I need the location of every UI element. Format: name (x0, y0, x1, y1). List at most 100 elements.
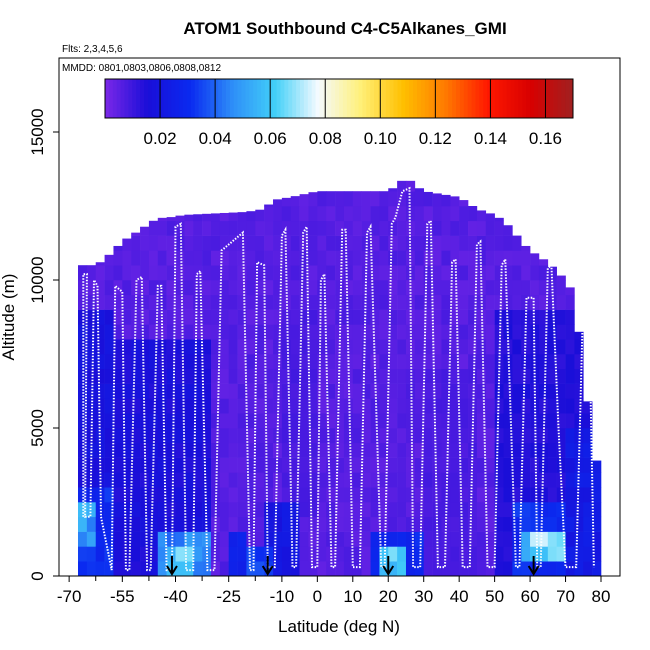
heatmap-cell (565, 442, 575, 458)
heatmap-cell (193, 487, 203, 503)
heatmap-cell (299, 531, 309, 547)
colorbar-segment (498, 79, 504, 118)
heatmap-cell (343, 324, 354, 340)
heatmap-cell (228, 428, 238, 444)
heatmap-cell (122, 561, 132, 576)
heatmap-cell (459, 324, 469, 340)
heatmap-cell (468, 354, 478, 370)
heatmap-cell (423, 413, 433, 429)
heatmap-cell (175, 531, 185, 547)
heatmap-cell (308, 487, 318, 503)
heatmap-cell (317, 354, 327, 370)
colorbar-segment (506, 79, 511, 118)
heatmap-cell (184, 546, 194, 562)
heatmap-cell (255, 383, 265, 399)
heatmap-cell (441, 194, 451, 207)
heatmap-cell (468, 294, 478, 310)
heatmap-cell (104, 294, 114, 310)
heatmap-cell (468, 309, 478, 325)
heatmap-cell (290, 561, 300, 576)
heatmap-cell (423, 516, 433, 532)
heatmap-cell (246, 235, 256, 251)
heatmap-cell (202, 516, 212, 532)
heatmap-cell (246, 428, 256, 444)
heatmap-cell (326, 206, 336, 222)
heatmap-cell (228, 324, 238, 340)
heatmap-cell (193, 220, 203, 236)
heatmap-cell (423, 472, 433, 488)
heatmap-cell (335, 235, 345, 251)
heatmap-cell (379, 250, 389, 266)
colorbar-segment (397, 79, 402, 118)
heatmap-cell (299, 309, 309, 325)
heatmap-cell (122, 413, 132, 429)
colorbar-segment (233, 79, 238, 118)
heatmap-cell (210, 220, 221, 236)
heatmap-cell (379, 428, 389, 444)
heatmap-cell (459, 457, 469, 473)
heatmap-cell (281, 502, 292, 518)
heatmap-cell (140, 368, 150, 384)
heatmap-cell (459, 235, 469, 251)
heatmap-cell (405, 546, 416, 562)
heatmap-cell (343, 531, 354, 547)
heatmap-cell (219, 220, 229, 236)
heatmap-cell (547, 309, 557, 325)
colorbar-segment (307, 79, 313, 118)
heatmap-cell (228, 502, 238, 518)
heatmap-cell (140, 531, 150, 547)
heatmap-cell (78, 383, 88, 399)
heatmap-cell (255, 309, 265, 325)
heatmap-cell (86, 339, 97, 355)
heatmap-cell (547, 368, 557, 384)
heatmap-cell (397, 339, 407, 355)
heatmap-cell (175, 502, 185, 518)
heatmap-cell (299, 472, 309, 488)
heatmap-cell (388, 457, 398, 473)
heatmap-cell (503, 280, 513, 296)
heatmap-cell (592, 472, 602, 488)
heatmap-cell (565, 398, 575, 414)
x-axis: -70 -55 -40 -25 -10 0 10 20 30 40 50 60 70 80 (57, 576, 610, 606)
heatmap-cell (140, 516, 150, 532)
heatmap-cell (326, 250, 336, 266)
heatmap-cell (95, 442, 105, 458)
heatmap-cell (459, 280, 469, 296)
heatmap-cell (86, 546, 97, 562)
heatmap-cell (414, 472, 425, 488)
heatmap-cell (414, 487, 425, 503)
colorbar-segment (409, 79, 414, 118)
heatmap-cell (512, 280, 522, 296)
heatmap-cell (228, 442, 238, 458)
heatmap-cell (122, 502, 132, 518)
heatmap-cell (494, 280, 504, 296)
heatmap-cell (494, 250, 504, 266)
heatmap-cell (308, 442, 318, 458)
heatmap-cell (290, 280, 300, 296)
heatmap-cell (379, 472, 389, 488)
heatmap-cell (379, 413, 389, 429)
colorbar-segment (401, 79, 406, 118)
heatmap-cell (343, 235, 354, 251)
heatmap-cell (184, 413, 194, 429)
heatmap-cell (379, 516, 389, 532)
heatmap-cell (521, 457, 531, 473)
heatmap-cell (574, 546, 584, 562)
heatmap-cell (512, 265, 522, 281)
heatmap-cell (485, 294, 495, 310)
heatmap-cell (131, 457, 141, 473)
heatmap-cell (219, 531, 229, 547)
heatmap-cell (193, 354, 203, 370)
heatmap-cell (202, 220, 212, 236)
heatmap-cell (264, 206, 274, 222)
heatmap-cell (423, 250, 433, 266)
heatmap-cell (521, 472, 531, 488)
heatmap-cell (379, 324, 389, 340)
heatmap-cell (556, 487, 566, 503)
heatmap-cell (255, 209, 265, 222)
heatmap-cell (228, 457, 238, 473)
heatmap-cell (397, 457, 407, 473)
colorbar-tick-label: 0.06 (254, 129, 287, 148)
heatmap-cell (468, 220, 478, 236)
heatmap-cell (352, 546, 362, 562)
